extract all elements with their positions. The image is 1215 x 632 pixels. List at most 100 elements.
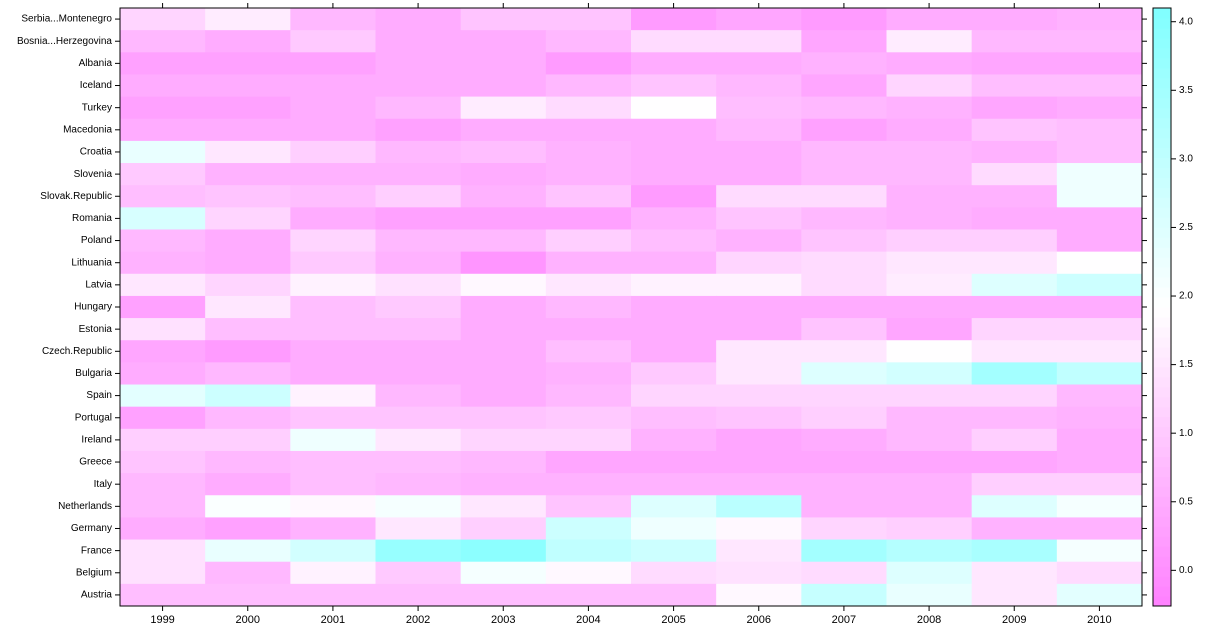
colorbar-band [1153, 107, 1171, 119]
heat-cell [1056, 340, 1143, 363]
heat-cell [716, 74, 802, 98]
heat-cell [290, 450, 376, 474]
heat-cell [971, 384, 1058, 408]
heat-cell [375, 8, 462, 31]
heat-cell [545, 185, 632, 208]
y-tick-label: Iceland [80, 80, 112, 91]
heat-cell [1056, 450, 1143, 474]
heat-cell [631, 96, 717, 120]
heat-cell [886, 539, 973, 563]
colorbar-band [1153, 456, 1171, 467]
heat-cell [1056, 539, 1143, 563]
heat-cell [375, 561, 462, 585]
heat-cell [971, 273, 1058, 297]
heat-cell [886, 362, 973, 386]
colorbar-band [1153, 326, 1171, 338]
heat-cell [460, 163, 547, 186]
heat-cell [1056, 207, 1143, 230]
heat-cell [801, 96, 887, 120]
heat-cell [801, 428, 887, 452]
heat-cell [545, 229, 632, 253]
colorbar-band [1153, 516, 1171, 527]
heat-cell [631, 52, 717, 75]
heat-cell [631, 583, 717, 607]
heat-cell [1056, 52, 1143, 75]
y-tick-label: Slovenia [74, 169, 113, 180]
heat-cell [971, 96, 1058, 120]
heat-cell [375, 406, 462, 430]
heat-cell [460, 561, 547, 585]
heat-cell [120, 229, 206, 253]
colorbar-band [1153, 346, 1171, 358]
colorbar-band [1153, 277, 1171, 288]
colorbar-band [1153, 8, 1171, 19]
heat-cell [290, 539, 376, 563]
heat-cell [971, 318, 1058, 341]
y-tick-label: Albania [79, 58, 113, 69]
heat-cell [971, 8, 1058, 31]
heat-cell [801, 74, 887, 98]
heat-cell [716, 52, 802, 75]
heat-cell [205, 185, 291, 208]
heat-cell [375, 96, 462, 120]
heat-cell [886, 30, 973, 53]
heat-cell [801, 495, 887, 518]
heat-cell [631, 207, 717, 230]
heat-cell [886, 495, 973, 518]
x-tick-label: 2002 [406, 614, 430, 626]
heat-cell [545, 140, 632, 164]
heat-cell [886, 185, 973, 208]
heat-cell [290, 406, 376, 430]
heat-cell [120, 96, 206, 120]
heat-cell [375, 362, 462, 386]
heat-cell [375, 318, 462, 341]
colorbar-band [1153, 77, 1171, 89]
heat-cell [290, 207, 376, 230]
heat-cell [716, 30, 802, 53]
heat-cell [120, 473, 206, 496]
heat-cell [1056, 96, 1143, 120]
heat-cell [375, 229, 462, 253]
heat-cell [971, 473, 1058, 496]
heat-cell [971, 495, 1058, 518]
heat-cell [631, 8, 717, 31]
y-tick-label: Austria [81, 590, 113, 601]
heat-cell [290, 118, 376, 142]
y-tick-label: Ireland [81, 435, 112, 446]
heat-cell [971, 207, 1058, 230]
heat-cell [971, 406, 1058, 430]
heat-cell [375, 539, 462, 563]
y-tick-label: Bulgaria [75, 368, 112, 379]
heat-cell [120, 517, 206, 541]
heat-cell [716, 362, 802, 386]
heat-cell [545, 450, 632, 474]
heat-cell [971, 362, 1058, 386]
heat-cell [545, 406, 632, 430]
heat-cell [545, 163, 632, 186]
heat-cell [460, 251, 547, 275]
heat-cell [460, 362, 547, 386]
heat-cell [801, 561, 887, 585]
heat-cell [971, 74, 1058, 98]
heat-cell [120, 384, 206, 408]
heat-cell [545, 428, 632, 452]
colorbar-band [1153, 57, 1171, 69]
heat-cell [375, 450, 462, 474]
heat-cell [971, 517, 1058, 541]
heat-cell [375, 295, 462, 319]
heat-cell [886, 273, 973, 297]
heat-cell [205, 406, 291, 430]
heat-cell [1056, 185, 1143, 208]
heat-cell [545, 318, 632, 341]
colorbar-band [1153, 566, 1171, 577]
y-tick-label: Italy [94, 479, 112, 490]
heat-cell [205, 295, 291, 319]
colorbar-band [1153, 127, 1171, 139]
heat-cell [716, 140, 802, 164]
colorbar-tick-label: 2.0 [1179, 291, 1193, 302]
heat-cell [205, 340, 291, 363]
heat-cell [290, 163, 376, 186]
heat-cell [716, 450, 802, 474]
heat-cell [716, 295, 802, 319]
heat-cell [460, 539, 547, 563]
